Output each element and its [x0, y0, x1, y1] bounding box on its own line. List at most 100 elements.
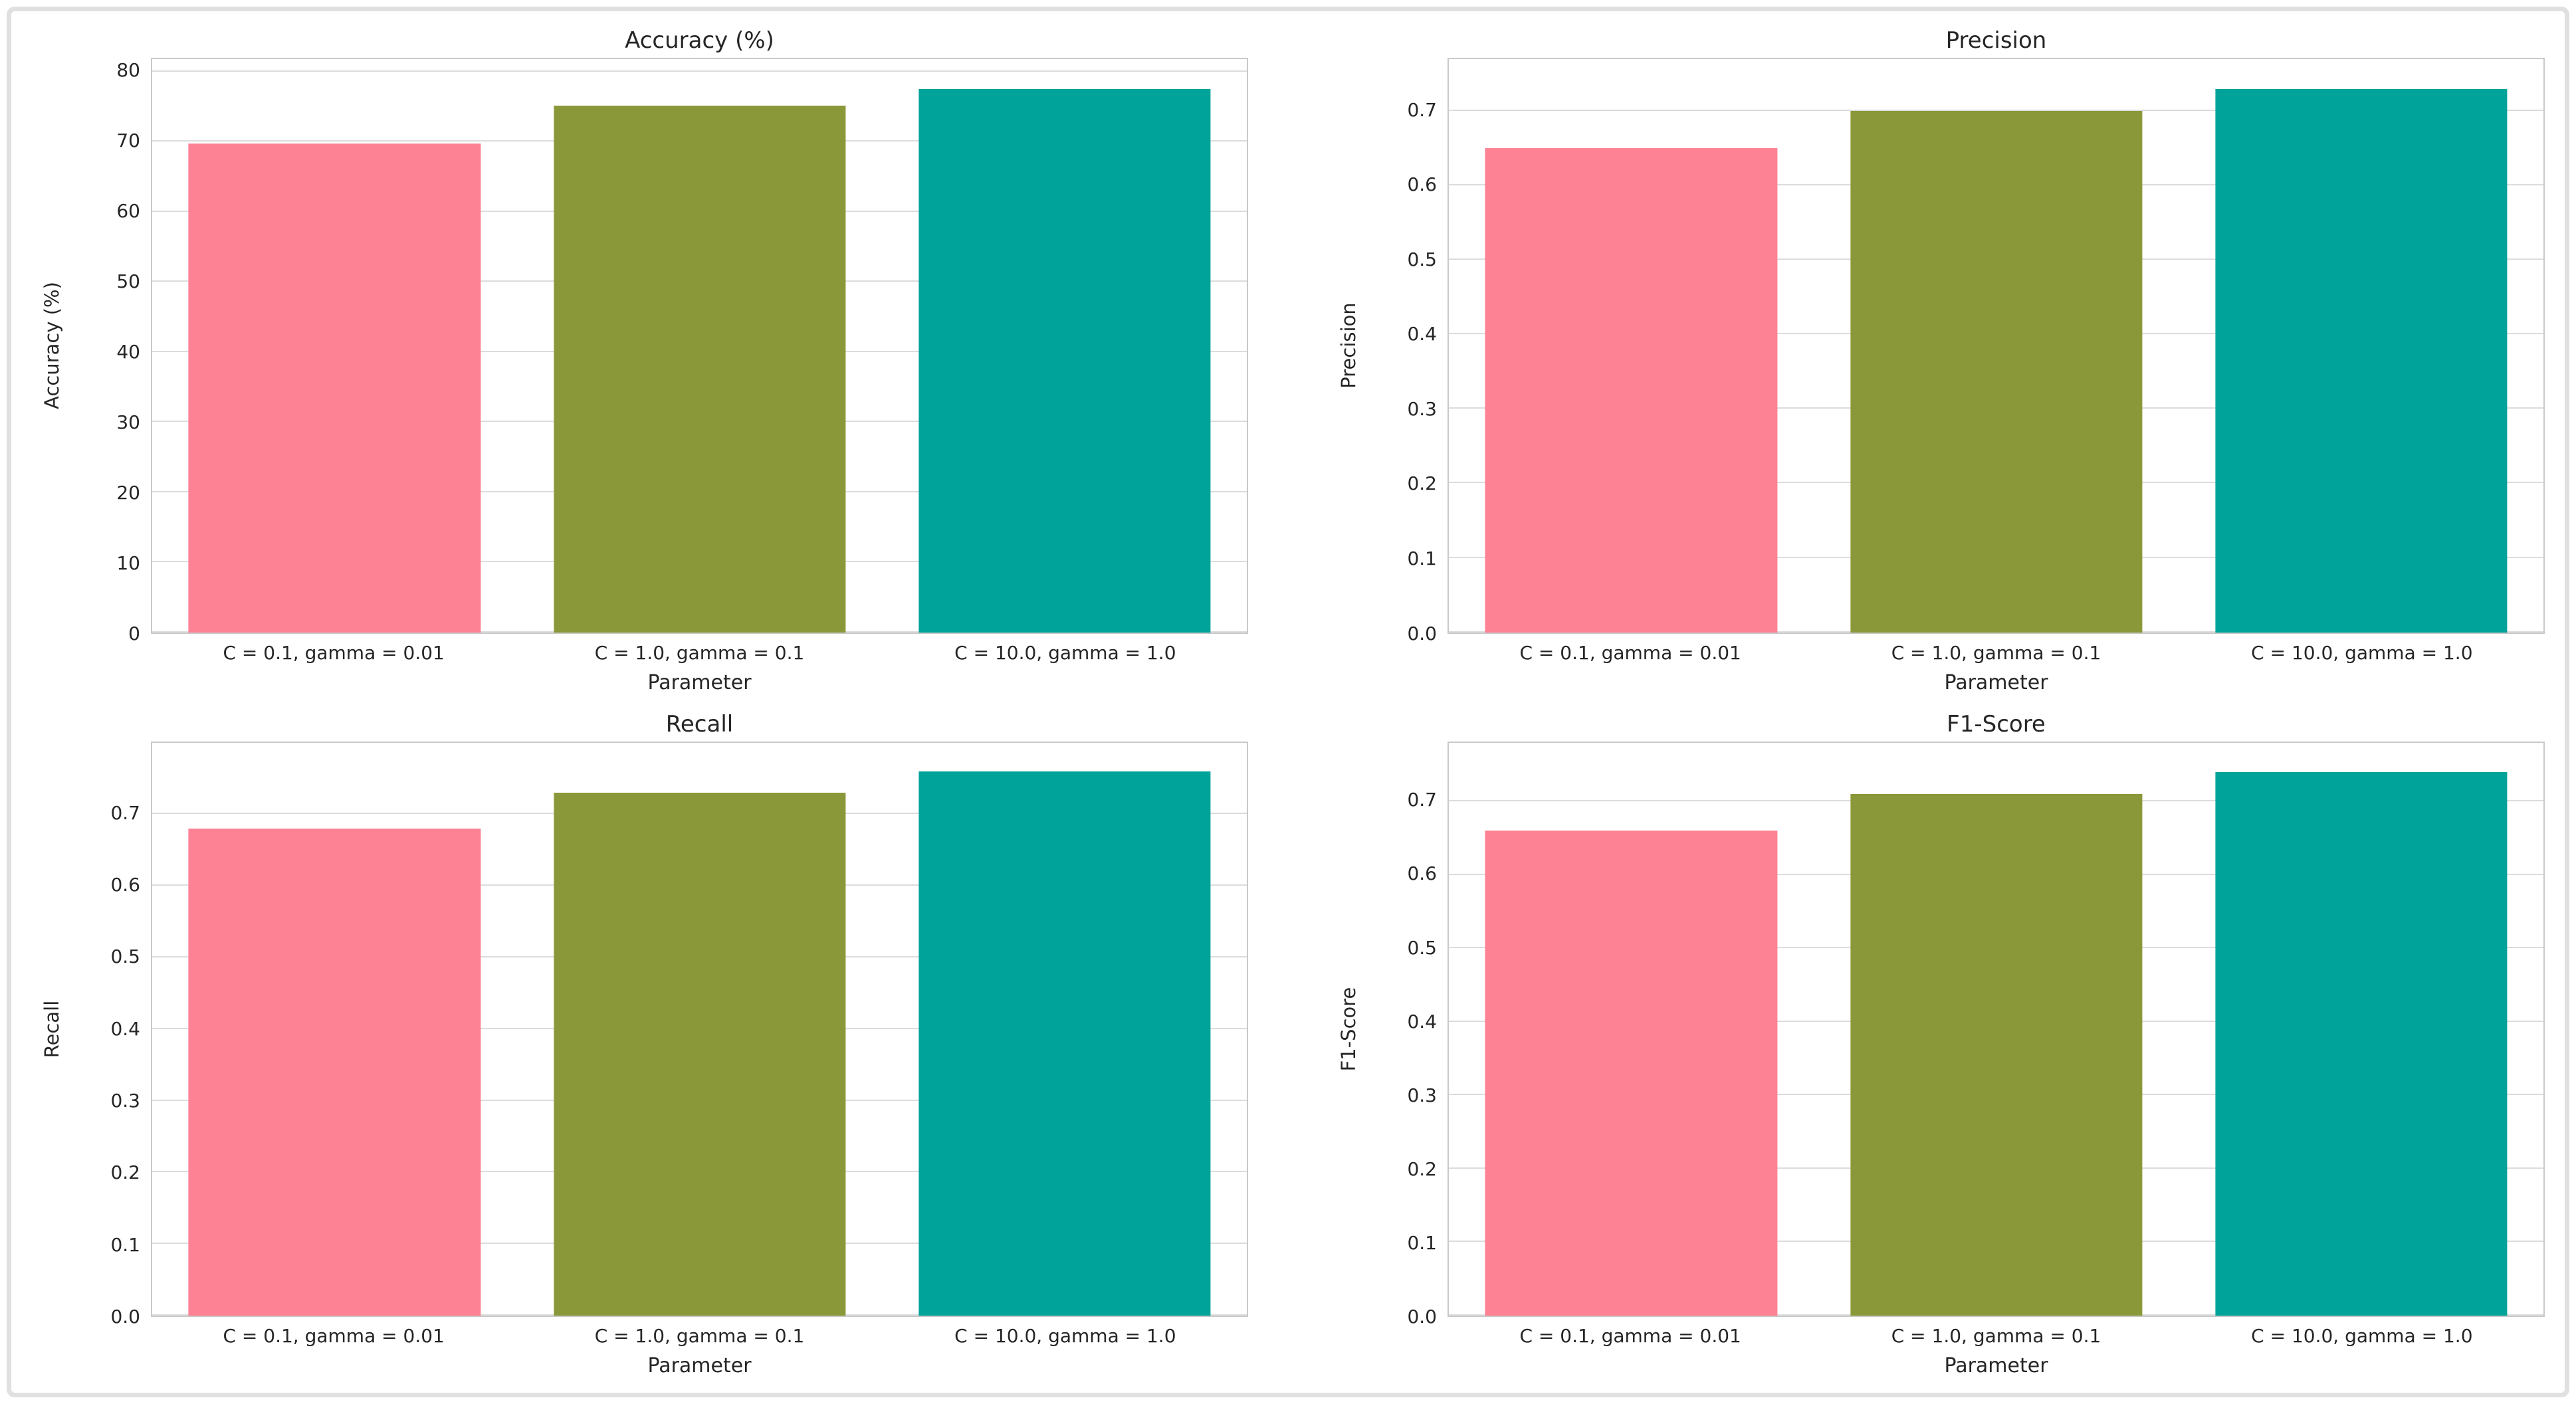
x-label-spacer — [31, 668, 151, 700]
subplot-f1-score: F1-Score F1-Score 0.0 0.1 0.2 0.3 0.4 0.5 0.6 0… — [1328, 707, 2545, 1384]
bar-f1-score-1 — [1485, 831, 1778, 1316]
x-tick-label: C = 1.0, gamma = 0.1 — [1891, 641, 2101, 664]
plot-row: Accuracy (%) 0 10 20 30 40 50 60 70 80 — [31, 58, 1248, 643]
y-axis-label: F1-Score — [1337, 987, 1360, 1072]
x-label-row: Parameter — [1328, 668, 2545, 700]
y-tick-label: 0.4 — [1407, 323, 1437, 346]
y-tick-label: 0.2 — [1407, 472, 1437, 495]
x-tick-label: C = 10.0, gamma = 1.0 — [954, 1325, 1176, 1347]
y-tick-label: 60 — [116, 199, 140, 222]
x-tick-label: C = 0.1, gamma = 0.01 — [223, 641, 445, 664]
x-tick-label: C = 10.0, gamma = 1.0 — [954, 641, 1176, 664]
y-tick-label: 0.3 — [1407, 397, 1437, 420]
bar-f1-score-3 — [2214, 771, 2508, 1316]
x-axis-ticks: C = 0.1, gamma = 0.01 C = 1.0, gamma = 0.… — [1448, 1317, 2545, 1352]
y-tick-label: 0.4 — [110, 1017, 140, 1040]
y-tick-label: 0.1 — [110, 1233, 140, 1256]
x-tick-row: C = 0.1, gamma = 0.01 C = 1.0, gamma = 0.… — [1328, 634, 2545, 668]
y-tick-label: 0.5 — [110, 946, 140, 968]
y-tick-label: 0.0 — [110, 1306, 140, 1328]
y-axis-label: Recall — [41, 1000, 63, 1058]
title-row: F1-Score — [1328, 707, 2545, 742]
title-spacer — [1328, 707, 1448, 742]
y-tick-label: 0 — [128, 622, 140, 645]
title-spacer — [1328, 23, 1448, 58]
y-tick-label: 80 — [116, 59, 140, 82]
x-tick-label: C = 0.1, gamma = 0.01 — [223, 1325, 445, 1347]
chart-title: F1-Score — [1947, 710, 2046, 738]
x-tick-label: C = 0.1, gamma = 0.01 — [1519, 1325, 1741, 1347]
x-tick-label: C = 10.0, gamma = 1.0 — [2251, 1325, 2473, 1347]
x-axis-label: Parameter — [647, 670, 752, 694]
y-tick-label: 0.3 — [110, 1090, 140, 1112]
x-tick-label: C = 1.0, gamma = 0.1 — [594, 1325, 805, 1347]
y-tick-label: 0.4 — [1407, 1010, 1437, 1033]
y-tick-label: 0.1 — [1407, 547, 1437, 569]
title-spacer — [31, 707, 151, 742]
y-axis-label: Accuracy (%) — [41, 282, 63, 410]
y-tick-label: 0.1 — [1407, 1231, 1437, 1254]
y-axis-ticks: 0.0 0.1 0.2 0.3 0.4 0.5 0.6 0.7 — [1369, 742, 1448, 1326]
x-tick-row: C = 0.1, gamma = 0.01 C = 1.0, gamma = 0.… — [1328, 1317, 2545, 1352]
bar-recall-1 — [188, 828, 481, 1316]
bar-precision-1 — [1485, 148, 1778, 633]
x-label-spacer — [31, 1352, 151, 1383]
y-tick-label: 0.0 — [1407, 1306, 1437, 1328]
y-axis-ticks: 0.0 0.1 0.2 0.3 0.4 0.5 0.6 0.7 — [72, 742, 151, 1326]
x-axis-label: Parameter — [1944, 1354, 2048, 1377]
y-tick-label: 0.2 — [110, 1161, 140, 1184]
bar-accuracy-2 — [553, 105, 846, 633]
subplot-recall: Recall Recall 0.0 0.1 0.2 0.3 0.4 0.5 0.6 0.7 C… — [31, 707, 1248, 1384]
x-axis-label: Parameter — [647, 1354, 752, 1377]
y-tick-label: 0.7 — [1407, 98, 1437, 121]
y-axis-ticks: 0.0 0.1 0.2 0.3 0.4 0.5 0.6 0.7 — [1369, 58, 1448, 643]
title-row: Precision — [1328, 23, 2545, 58]
x-tick-row: C = 0.1, gamma = 0.01 C = 1.0, gamma = 0.… — [31, 1317, 1248, 1352]
y-tick-label: 0.6 — [110, 874, 140, 896]
y-tick-label: 0.2 — [1407, 1157, 1437, 1180]
bar-precision-3 — [2214, 88, 2508, 633]
bar-accuracy-3 — [918, 89, 1211, 633]
y-tick-label: 70 — [116, 130, 140, 151]
title-spacer — [31, 23, 151, 58]
y-axis-label-column: F1-Score — [1328, 742, 1369, 1318]
x-axis-ticks: C = 0.1, gamma = 0.01 C = 1.0, gamma = 0.… — [151, 634, 1248, 668]
bar-accuracy-1 — [188, 143, 481, 633]
y-axis-label: Precision — [1337, 302, 1360, 389]
chart-title: Accuracy (%) — [625, 27, 774, 54]
y-tick-label: 0.6 — [1407, 173, 1437, 196]
x-tick-label: C = 1.0, gamma = 0.1 — [1891, 1325, 2101, 1347]
y-tick-label: 30 — [116, 411, 140, 433]
bar-recall-3 — [918, 771, 1211, 1316]
plot-area — [151, 741, 1248, 1317]
y-tick-label: 10 — [116, 552, 140, 574]
y-tick-label: 0.5 — [1407, 248, 1437, 270]
x-label-row: Parameter — [31, 668, 1248, 700]
y-tick-label: 0.0 — [1407, 622, 1437, 645]
title-row: Recall — [31, 707, 1248, 742]
x-tick-label: C = 1.0, gamma = 0.1 — [594, 641, 805, 664]
y-axis-label-column: Precision — [1328, 58, 1369, 634]
y-tick-label: 20 — [116, 481, 140, 504]
x-label-row: Parameter — [31, 1352, 1248, 1383]
x-tick-row: C = 0.1, gamma = 0.01 C = 1.0, gamma = 0.… — [31, 634, 1248, 668]
gridline — [1449, 110, 2543, 112]
y-tick-label: 0.3 — [1407, 1084, 1437, 1106]
x-label-row: Parameter — [1328, 1352, 2545, 1383]
title-row: Accuracy (%) — [31, 23, 1248, 58]
subplot-accuracy: Accuracy (%) Accuracy (%) 0 10 20 30 40 50 60 7… — [31, 23, 1248, 700]
chart-title: Precision — [1945, 27, 2047, 54]
plot-row: Recall 0.0 0.1 0.2 0.3 0.4 0.5 0.6 0.7 — [31, 741, 1248, 1326]
x-axis-label: Parameter — [1944, 670, 2048, 694]
x-label-spacer — [1328, 668, 1448, 700]
x-axis-ticks: C = 0.1, gamma = 0.01 C = 1.0, gamma = 0.… — [151, 1317, 1248, 1352]
y-tick-label: 0.7 — [1407, 789, 1437, 811]
subplot-precision: Precision Precision 0.0 0.1 0.2 0.3 0.4 0.5 0.… — [1328, 23, 2545, 700]
y-tick-label: 0.7 — [110, 801, 140, 824]
x-tick-label: C = 10.0, gamma = 1.0 — [2251, 641, 2473, 664]
y-tick-label: 0.5 — [1407, 936, 1437, 959]
bar-f1-score-2 — [1850, 793, 2143, 1316]
y-tick-label: 50 — [116, 270, 140, 292]
y-tick-label: 0.6 — [1407, 862, 1437, 885]
